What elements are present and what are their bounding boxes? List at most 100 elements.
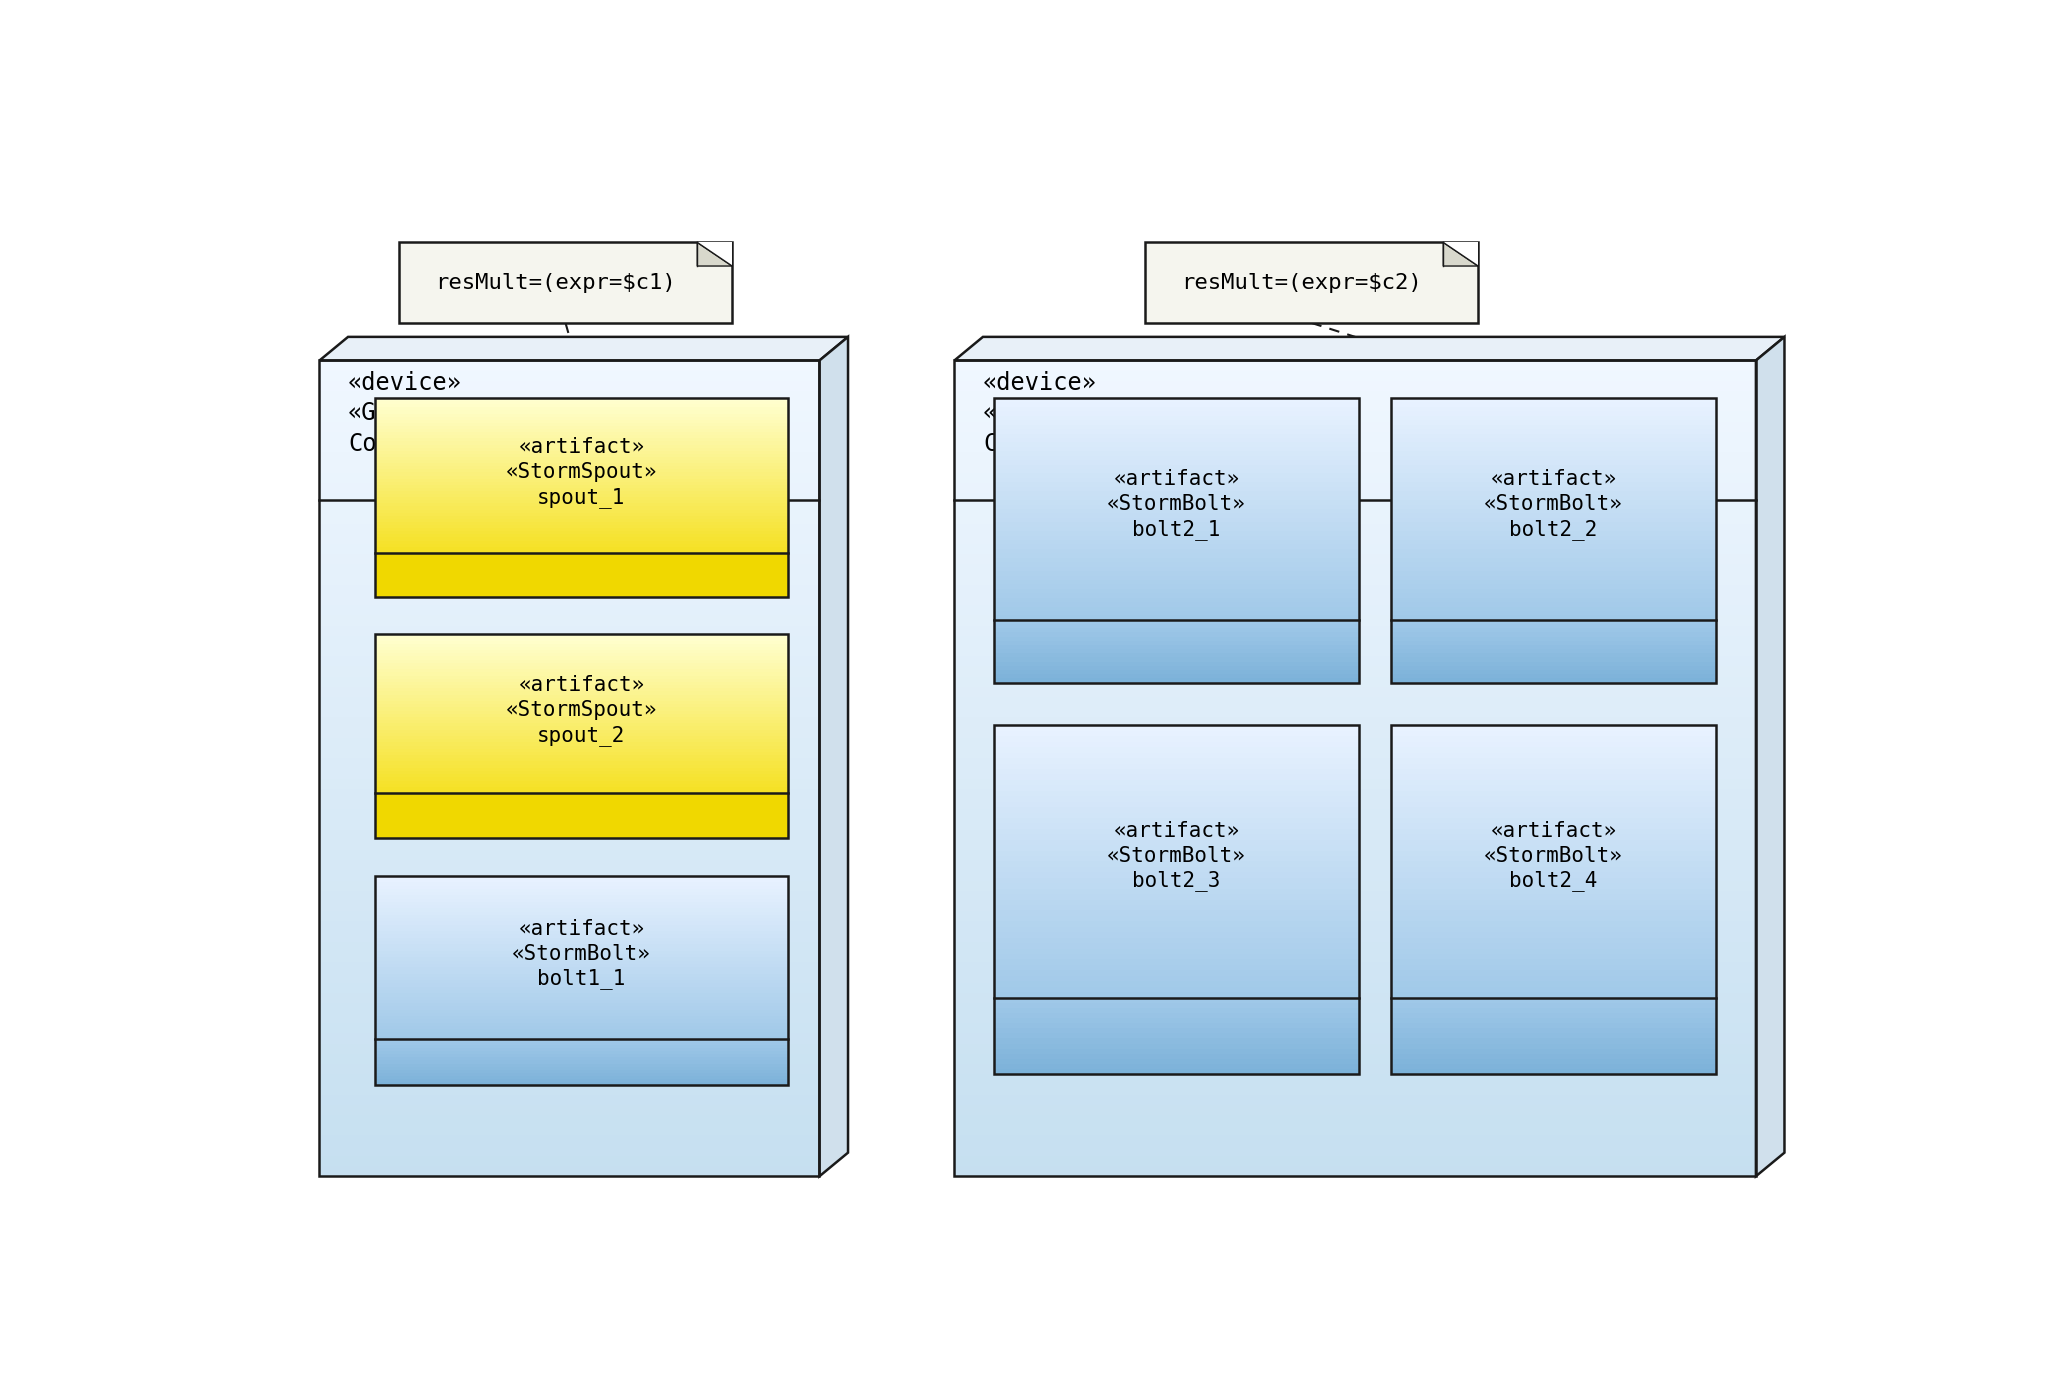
Bar [993, 834, 1360, 839]
Bar [375, 491, 788, 493]
Bar [993, 558, 1360, 562]
Bar [1391, 468, 1716, 474]
Bar [1391, 1013, 1716, 1018]
Bar [375, 1029, 788, 1033]
Bar [993, 824, 1360, 829]
Bar [1391, 562, 1716, 567]
Bar [319, 1054, 819, 1064]
Bar [319, 565, 819, 574]
Bar [993, 637, 1360, 641]
Bar [375, 528, 788, 531]
Bar [319, 1033, 819, 1044]
Bar [375, 429, 788, 432]
Bar [375, 892, 788, 895]
Bar [375, 1006, 788, 1009]
Bar [375, 407, 788, 410]
Bar [954, 657, 1755, 666]
Bar [993, 594, 1360, 598]
Bar [993, 602, 1360, 606]
Bar [319, 983, 819, 993]
Bar [375, 647, 788, 650]
Bar [375, 531, 788, 534]
Bar [993, 468, 1360, 474]
Bar [375, 774, 788, 778]
Bar [993, 839, 1360, 845]
Bar [319, 1136, 819, 1146]
Bar [319, 544, 819, 555]
Bar [319, 931, 819, 942]
Bar [1391, 1054, 1716, 1059]
Bar [993, 553, 1360, 558]
Bar [319, 1115, 819, 1125]
Bar [375, 1016, 788, 1019]
Bar [1391, 747, 1716, 753]
Bar [1391, 447, 1716, 452]
Bar [993, 545, 1360, 549]
Bar [375, 783, 788, 786]
Bar [993, 818, 1360, 824]
Bar [375, 934, 788, 938]
Bar [1391, 478, 1716, 482]
Bar [954, 1044, 1755, 1054]
Bar [954, 860, 1755, 870]
Bar [1391, 1018, 1716, 1023]
Bar [1391, 884, 1716, 889]
Bar [993, 889, 1360, 894]
Bar [954, 768, 1755, 779]
Bar [319, 850, 819, 860]
Bar [375, 739, 788, 743]
Bar [375, 427, 788, 429]
Bar [375, 1073, 788, 1076]
Bar [375, 756, 788, 758]
Bar [375, 746, 788, 749]
Bar [319, 1105, 819, 1115]
Bar [993, 535, 1360, 539]
Text: resMult=(expr=$c2): resMult=(expr=$c2) [1180, 273, 1421, 293]
Polygon shape [1444, 243, 1479, 266]
Bar [375, 928, 788, 931]
Bar [993, 505, 1360, 509]
Bar [954, 361, 1755, 371]
Bar [375, 765, 788, 768]
Bar [993, 654, 1360, 658]
Bar [1391, 970, 1716, 976]
Bar [993, 679, 1360, 683]
Bar [993, 878, 1360, 884]
Bar [954, 1085, 1755, 1094]
Bar [993, 629, 1360, 633]
Bar [993, 948, 1360, 953]
Bar [993, 829, 1360, 834]
Bar [954, 687, 1755, 697]
Bar [993, 938, 1360, 944]
Bar [1391, 921, 1716, 927]
Bar [375, 882, 788, 885]
Bar [954, 870, 1755, 881]
Bar [993, 576, 1360, 580]
Bar [993, 747, 1360, 753]
Bar [1391, 442, 1716, 447]
Bar [319, 381, 819, 392]
Bar [993, 452, 1360, 456]
Bar [954, 1033, 1755, 1044]
Bar [993, 584, 1360, 588]
Bar [954, 666, 1755, 676]
Bar [1391, 456, 1716, 460]
Text: «artifact»
«StormSpout»
spout_2: «artifact» «StormSpout» spout_2 [506, 675, 657, 746]
Bar [375, 410, 788, 414]
Bar [993, 998, 1360, 1002]
Bar [375, 414, 788, 417]
Bar [375, 768, 788, 771]
Bar [954, 676, 1755, 687]
Bar [375, 704, 788, 707]
Bar [375, 990, 788, 994]
Bar [954, 799, 1755, 809]
Bar [319, 626, 819, 636]
Bar [375, 938, 788, 941]
Bar [375, 534, 788, 538]
Bar [375, 634, 788, 838]
Bar [1391, 779, 1716, 785]
Bar [319, 452, 819, 463]
Bar [375, 726, 788, 729]
Bar [375, 885, 788, 889]
Bar [993, 539, 1360, 545]
